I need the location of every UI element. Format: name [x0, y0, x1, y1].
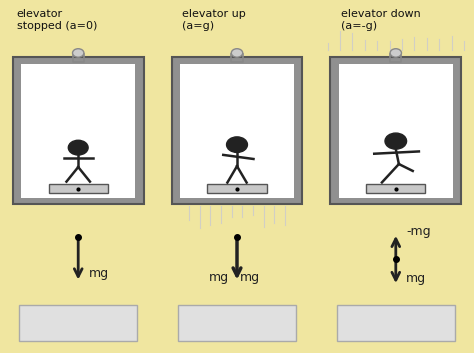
FancyBboxPatch shape	[178, 305, 296, 341]
Bar	[366, 184, 425, 193]
Circle shape	[227, 137, 247, 152]
Bar	[339, 64, 453, 198]
Bar	[172, 57, 302, 204]
FancyBboxPatch shape	[337, 305, 455, 341]
Text: mg: mg	[209, 271, 229, 283]
Text: $W = mg$: $W = mg$	[52, 315, 104, 331]
FancyBboxPatch shape	[19, 305, 137, 341]
Text: mg: mg	[406, 273, 426, 285]
Text: elevator
stopped (a=0): elevator stopped (a=0)	[17, 9, 97, 31]
Text: elevator up
(a=g): elevator up (a=g)	[182, 9, 246, 31]
Text: mg: mg	[240, 271, 260, 283]
Circle shape	[231, 49, 243, 57]
Bar	[208, 184, 266, 193]
Bar	[180, 64, 294, 198]
Circle shape	[385, 133, 407, 149]
Text: $W = 2mg$: $W = 2mg$	[207, 315, 267, 331]
Text: $W = 0$: $W = 0$	[376, 317, 415, 329]
Text: -mg: -mg	[406, 225, 431, 238]
Bar	[49, 184, 108, 193]
Circle shape	[68, 140, 88, 155]
Circle shape	[73, 49, 84, 57]
Bar	[21, 64, 135, 198]
Bar	[330, 57, 461, 204]
Text: elevator down
(a=-g): elevator down (a=-g)	[341, 9, 421, 31]
Bar	[13, 57, 144, 204]
Text: mg: mg	[89, 267, 109, 280]
Circle shape	[390, 49, 401, 57]
